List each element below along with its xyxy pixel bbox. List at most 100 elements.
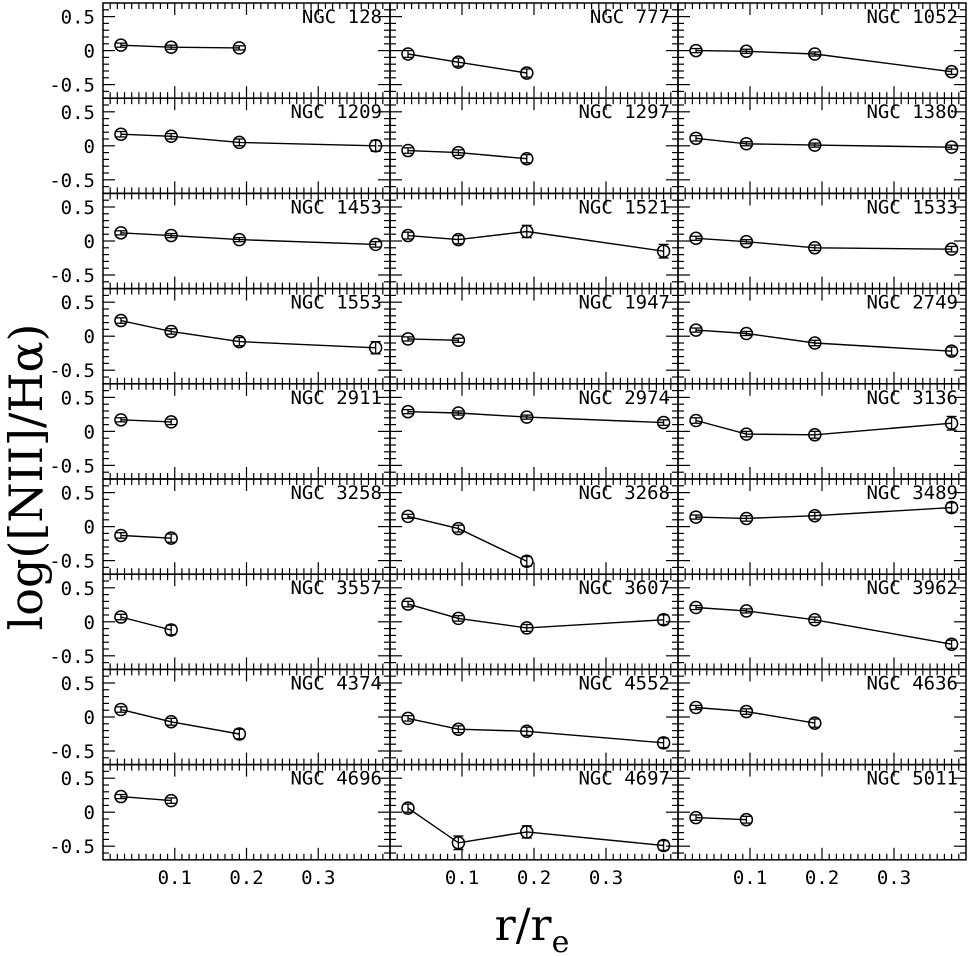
- data-point: [689, 323, 703, 337]
- data-point: [164, 415, 178, 429]
- data-point: [401, 143, 415, 158]
- panel: 0.5 0 -0.5 NGC 4374: [49, 668, 391, 766]
- series-line: [695, 137, 952, 148]
- data-point: [114, 413, 128, 427]
- panel: NGC 1380: [677, 97, 967, 195]
- y-tick-label: 0: [84, 517, 95, 539]
- data-point: [739, 234, 754, 249]
- series-line: [407, 603, 664, 629]
- panel: NGC 1521: [389, 192, 679, 290]
- data-point: [164, 40, 178, 54]
- series-line: [695, 706, 815, 724]
- panel-name: NGC 4636: [866, 672, 958, 694]
- x-tick-label: 0.3: [877, 867, 911, 889]
- series-line: [407, 807, 664, 847]
- series-line: [120, 534, 172, 539]
- panel: 0.5 0 -0.5 0.1 0.2 0.3 NGC 4696: [49, 763, 391, 889]
- panel: NGC 1533: [677, 192, 967, 290]
- data-point: [401, 47, 415, 61]
- data-point: [114, 702, 128, 717]
- data-point: [689, 231, 703, 246]
- y-tick-label: -0.5: [49, 455, 95, 477]
- data-point: [739, 604, 754, 618]
- data-point: [808, 241, 822, 255]
- data-point: [232, 41, 247, 55]
- panel: NGC 777: [389, 2, 679, 99]
- data-point: [451, 611, 466, 626]
- data-point: [451, 406, 466, 420]
- panel: NGC 3962: [677, 573, 967, 671]
- series-line: [407, 515, 528, 562]
- series-line: [695, 49, 952, 73]
- panel: NGC 3136: [677, 383, 967, 480]
- panel: NGC 3489: [677, 478, 967, 575]
- panel-name: NGC 3258: [290, 482, 382, 504]
- panel-name: NGC 1209: [290, 101, 382, 123]
- series-line: [407, 53, 527, 74]
- series-line: [120, 133, 376, 147]
- series-line: [120, 616, 172, 631]
- data-point: [401, 509, 415, 524]
- data-point: [689, 131, 703, 146]
- data-point: [164, 531, 178, 545]
- panel-name: NGC 3607: [578, 577, 670, 599]
- y-tick-label: 0: [84, 136, 95, 158]
- panel-name: NGC 1453: [290, 196, 382, 218]
- data-point: [808, 428, 822, 442]
- data-point: [164, 324, 178, 339]
- data-point: [451, 55, 466, 69]
- panel: 0.1 0.2 0.3 NGC 4697: [389, 763, 679, 889]
- panel: 0.5 0 -0.5 NGC 2911: [49, 383, 391, 480]
- panel-name: NGC 1380: [866, 101, 958, 123]
- data-point: [739, 427, 754, 441]
- panel: NGC 2974: [389, 383, 679, 480]
- panel-name: NGC 1521: [578, 196, 670, 218]
- data-point: [451, 145, 466, 160]
- series-line: [695, 237, 952, 250]
- panel-name: NGC 4374: [290, 672, 382, 694]
- data-point: [739, 44, 754, 59]
- series-line: [120, 419, 172, 423]
- data-point: [401, 332, 415, 346]
- panel-name: NGC 2749: [866, 292, 958, 314]
- y-tick-label: 0: [84, 802, 95, 824]
- data-point: [520, 224, 534, 239]
- x-tick-label: 0.2: [805, 867, 839, 889]
- y-tick-label: 0: [84, 707, 95, 729]
- data-point: [689, 413, 703, 428]
- y-tick-label: 0.5: [61, 102, 95, 124]
- data-point: [164, 623, 178, 637]
- y-axis-title: log([NII]/Hα): [0, 324, 53, 631]
- panel-name: NGC 1553: [290, 292, 382, 314]
- data-point: [689, 43, 703, 58]
- data-point: [689, 810, 703, 825]
- data-point: [520, 621, 534, 635]
- data-point: [656, 838, 671, 853]
- x-tick-label: 0.1: [445, 867, 479, 889]
- data-point: [944, 64, 959, 79]
- data-point: [114, 528, 128, 543]
- data-point: [808, 613, 822, 627]
- data-point: [739, 511, 754, 526]
- data-point: [368, 341, 383, 355]
- panel: NGC 4636: [677, 668, 967, 766]
- panel-name: NGC 1533: [866, 196, 958, 218]
- data-point: [944, 637, 959, 651]
- y-tick-label: -0.5: [49, 170, 95, 192]
- x-tick-label: 0.2: [229, 867, 263, 889]
- panel: NGC 1052: [677, 2, 967, 99]
- panel-name: NGC 3268: [578, 482, 670, 504]
- data-point: [739, 137, 754, 151]
- panel: 0.5 0 -0.5 NGC 1209: [49, 97, 391, 195]
- data-point: [232, 232, 247, 247]
- panel-name: NGC 777: [590, 6, 670, 28]
- panel-name: NGC 1052: [866, 6, 958, 28]
- panel-name: NGC 2911: [290, 387, 382, 409]
- series-line: [120, 319, 376, 349]
- x-tick-label: 0.3: [301, 867, 335, 889]
- data-point: [232, 135, 247, 150]
- y-tick-label: 0.5: [61, 7, 95, 29]
- panel-name: NGC 4552: [578, 672, 670, 694]
- y-tick-label: 0: [84, 612, 95, 634]
